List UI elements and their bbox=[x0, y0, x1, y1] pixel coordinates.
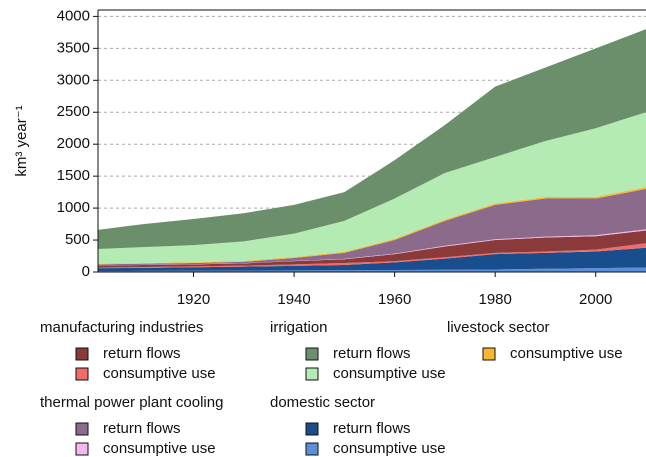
legend-label: consumptive use bbox=[333, 365, 446, 382]
legend-swatch bbox=[75, 442, 89, 456]
legend-swatch bbox=[305, 367, 319, 381]
y-tick-label: 4000 bbox=[57, 7, 90, 24]
legend-label: consumptive use bbox=[103, 365, 216, 382]
area bbox=[98, 188, 646, 266]
legend-label: return flows bbox=[103, 420, 181, 437]
legend-group-title: irrigation bbox=[270, 319, 328, 336]
y-tick-label: 2500 bbox=[57, 103, 90, 120]
x-tick-label: 2000 bbox=[579, 291, 612, 308]
y-axis-label: km³ year⁻¹ bbox=[13, 105, 30, 176]
y-tick-label: 0 bbox=[82, 263, 90, 280]
legend-group-title: livestock sector bbox=[447, 319, 550, 336]
legend-label: return flows bbox=[333, 420, 411, 437]
legend-label: return flows bbox=[103, 345, 181, 362]
x-tick-label: 1980 bbox=[478, 291, 511, 308]
legend-swatch bbox=[482, 347, 496, 361]
legend-swatch bbox=[305, 442, 319, 456]
area bbox=[98, 243, 646, 269]
legend-swatch bbox=[305, 422, 319, 436]
legend-group-title: thermal power plant cooling bbox=[40, 394, 223, 411]
y-tick-label: 1000 bbox=[57, 199, 90, 216]
x-tick-label: 1940 bbox=[277, 291, 310, 308]
legend-swatch bbox=[75, 347, 89, 361]
legend-label: consumptive use bbox=[333, 440, 446, 457]
x-tick-label: 1960 bbox=[378, 291, 411, 308]
legend-group-title: manufacturing industries bbox=[40, 319, 203, 336]
area bbox=[98, 267, 646, 272]
area bbox=[98, 29, 646, 249]
legend-label: consumptive use bbox=[510, 345, 623, 362]
area bbox=[98, 247, 646, 272]
area bbox=[98, 230, 646, 268]
x-tick-label: 1920 bbox=[177, 291, 210, 308]
area bbox=[98, 112, 646, 264]
legend-label: consumptive use bbox=[103, 440, 216, 457]
y-tick-label: 3500 bbox=[57, 39, 90, 56]
y-tick-label: 2000 bbox=[57, 135, 90, 152]
legend-label: return flows bbox=[333, 345, 411, 362]
y-tick-label: 1500 bbox=[57, 167, 90, 184]
legend-swatch bbox=[75, 367, 89, 381]
legend-swatch bbox=[305, 347, 319, 361]
legend-group-title: domestic sector bbox=[270, 394, 375, 411]
y-tick-label: 3000 bbox=[57, 71, 90, 88]
y-tick-label: 500 bbox=[65, 231, 90, 248]
legend-swatch bbox=[75, 422, 89, 436]
